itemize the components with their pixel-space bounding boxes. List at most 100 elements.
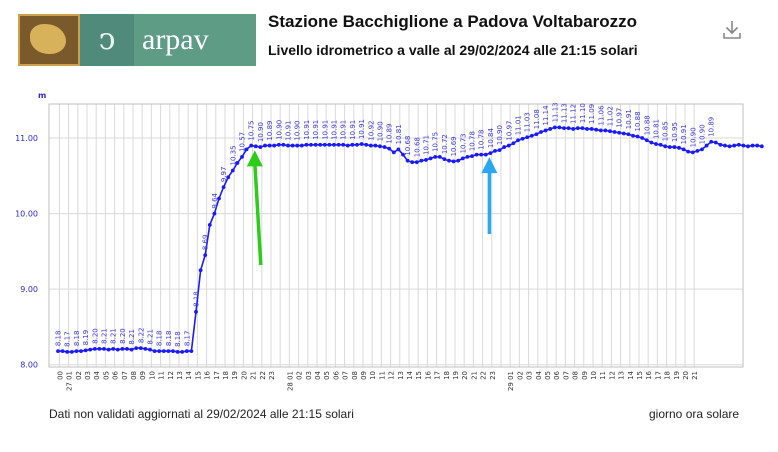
data-point — [437, 155, 442, 159]
data-point — [217, 196, 221, 201]
data-point — [428, 156, 433, 161]
data-label: 11.03 — [524, 112, 532, 132]
data-point — [184, 349, 189, 354]
data-point — [240, 155, 244, 159]
data-point — [355, 142, 359, 147]
data-label: 10.91 — [303, 120, 311, 140]
x-tick-label: 12 — [167, 371, 175, 380]
data-label: 10.91 — [321, 120, 329, 140]
x-tick-label: 13 — [397, 371, 405, 380]
data-point — [161, 349, 166, 354]
page-subtitle: Livello idrometrico a valle al 29/02/202… — [268, 42, 638, 58]
x-tick-label: 15 — [194, 371, 202, 380]
data-label: 8.17 — [64, 331, 72, 347]
data-label: 10.68 — [413, 137, 421, 157]
data-point — [589, 127, 594, 131]
data-point — [341, 142, 346, 147]
x-tick-label: 23 — [268, 371, 276, 380]
data-point — [235, 161, 240, 165]
data-point — [249, 143, 254, 148]
data-label: 10.89 — [708, 117, 716, 137]
data-point — [631, 133, 635, 138]
x-tick-label: 10 — [590, 371, 598, 380]
data-point — [74, 349, 79, 354]
download-icon — [723, 21, 741, 39]
data-point — [424, 158, 428, 162]
data-point — [488, 151, 493, 156]
logo-wordmark: arpav — [134, 14, 256, 66]
data-point — [727, 144, 732, 149]
data-label: 10.88 — [643, 115, 651, 135]
data-point — [65, 349, 70, 354]
data-point — [479, 152, 484, 157]
data-point — [672, 145, 677, 149]
data-point — [612, 130, 617, 134]
data-point — [663, 144, 668, 149]
x-tick-label: 11 — [158, 371, 166, 380]
data-point — [543, 128, 548, 133]
data-label: 10.91 — [331, 120, 339, 140]
data-label: 8.20 — [119, 328, 127, 344]
data-point — [759, 144, 764, 149]
data-point — [175, 349, 180, 354]
data-point — [290, 143, 295, 148]
data-point — [212, 211, 217, 216]
data-point — [106, 347, 111, 352]
data-label: 10.88 — [634, 111, 642, 131]
data-point — [580, 126, 585, 131]
data-label: 10.68 — [404, 136, 412, 156]
data-point — [391, 150, 396, 155]
data-label: 8.18 — [156, 331, 164, 347]
data-point — [603, 128, 608, 133]
data-point — [690, 150, 695, 155]
data-point — [419, 158, 424, 163]
x-tick-label: 16 — [424, 370, 432, 379]
data-point — [111, 346, 116, 351]
data-point — [557, 125, 562, 130]
x-tick-label: 07 — [121, 371, 129, 380]
data-point — [456, 158, 461, 163]
data-point — [621, 131, 626, 136]
y-tick-label: 11.00 — [15, 134, 38, 143]
data-point — [695, 148, 700, 153]
x-tick-label: 15 — [415, 371, 423, 380]
data-point — [552, 125, 557, 130]
data-point — [166, 349, 171, 354]
y-tick-label: 10.00 — [15, 210, 38, 219]
x-tick-label: 08 — [351, 371, 359, 380]
data-point — [373, 143, 378, 148]
data-point — [585, 127, 589, 131]
data-point — [143, 346, 148, 351]
data-point — [709, 139, 714, 144]
data-label: 11.09 — [588, 104, 596, 124]
data-point — [700, 147, 704, 152]
data-point — [134, 346, 139, 351]
data-label: 9.64 — [211, 192, 219, 208]
data-point — [382, 145, 387, 149]
data-point — [120, 346, 125, 351]
x-tick-label: 23 — [489, 371, 497, 380]
data-point — [414, 160, 419, 165]
x-tick-label: 08 — [130, 371, 138, 380]
data-label: 10.91 — [358, 119, 366, 139]
data-point — [736, 142, 741, 147]
data-point — [295, 143, 300, 148]
x-tick-label: 05 — [102, 371, 110, 380]
data-label: 8.21 — [128, 329, 136, 345]
data-label: 10.91 — [340, 120, 348, 140]
data-label: 10.75 — [248, 121, 256, 141]
data-label: 9.97 — [220, 167, 228, 183]
data-point — [566, 126, 571, 131]
data-point — [368, 143, 373, 148]
x-tick-label: 21 — [691, 371, 699, 380]
data-label: 10.97 — [505, 121, 513, 141]
x-tick-label: 03 — [305, 371, 313, 380]
x-tick-label: 20 — [682, 371, 690, 380]
data-point — [138, 346, 143, 351]
data-label: 11.12 — [570, 104, 578, 124]
data-point — [304, 142, 309, 147]
x-tick-label: 18 — [664, 371, 672, 380]
data-label: 8.18 — [165, 331, 173, 347]
data-point — [359, 142, 364, 146]
download-button[interactable] — [720, 18, 744, 42]
